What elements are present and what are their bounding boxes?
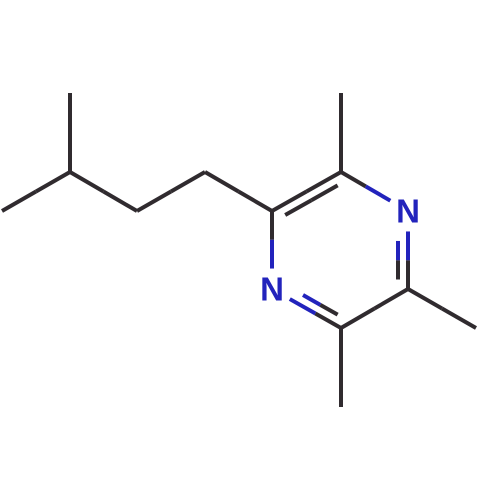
bond xyxy=(205,172,239,192)
bond xyxy=(442,309,476,329)
bond xyxy=(171,172,205,192)
bond xyxy=(366,186,391,200)
bond xyxy=(303,295,320,305)
atom-label-nitrogen: N xyxy=(260,271,284,308)
bond xyxy=(320,305,337,315)
bond xyxy=(70,172,104,192)
bond xyxy=(104,192,138,212)
bond xyxy=(2,192,36,212)
bond xyxy=(341,309,375,329)
molecule-canvas: NN xyxy=(0,0,500,500)
atom-label-nitrogen: N xyxy=(396,193,420,230)
bond xyxy=(375,289,409,309)
bond xyxy=(341,172,366,186)
bond xyxy=(408,289,442,309)
bond xyxy=(315,314,341,328)
bond xyxy=(239,192,273,212)
bond xyxy=(36,172,70,192)
bond xyxy=(137,192,171,212)
